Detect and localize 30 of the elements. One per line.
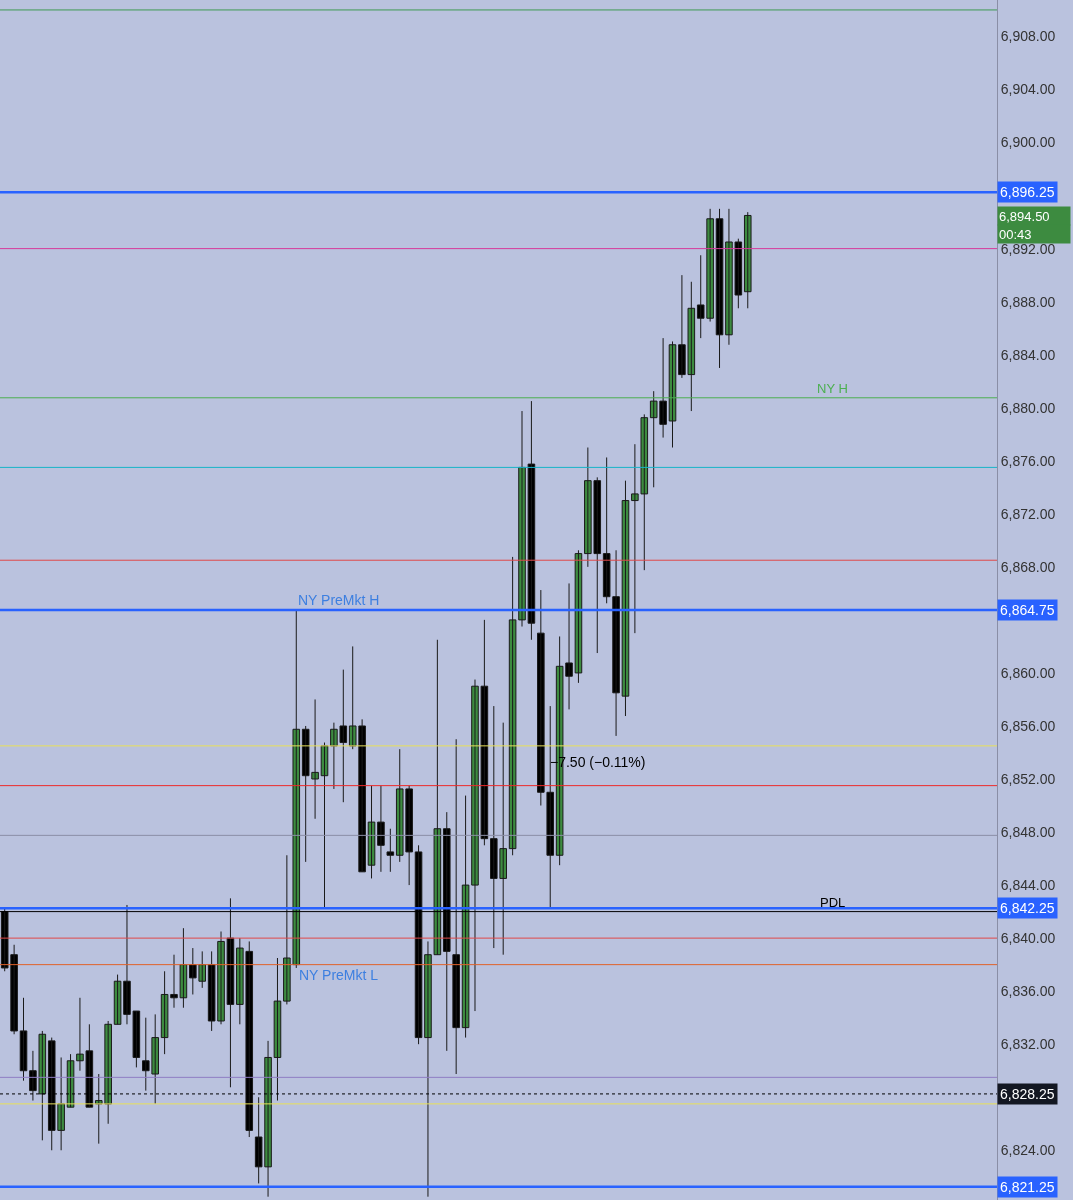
y-tick-label: 6,840.00 [1000,930,1056,947]
ref-line-label: PDL [820,895,846,910]
ref-line-label: 6,821.25 [1000,1179,1055,1195]
y-tick-label: 6,868.00 [1000,558,1056,575]
y-tick-label: 6,856.00 [1000,717,1056,734]
text: 6,894.50 [999,208,1050,224]
ref-line-label: 6,864.75 [1000,602,1055,618]
y-tick-label: 6,880.00 [1000,399,1056,416]
annotation: NY PreMkt H [298,592,380,608]
y-tick-label: 6,904.00 [1000,81,1056,98]
ref-line-label: 6,896.25 [1000,184,1055,200]
ref-line-label: 6,828.25 [1000,1086,1055,1102]
ref-line-label: NY H [817,381,848,396]
y-tick-label: 6,860.00 [1000,664,1056,681]
ref-line-label: 6,842.25 [1000,900,1055,916]
y-tick-label: 6,872.00 [1000,505,1056,522]
y-tick-label: 6,884.00 [1000,346,1056,363]
y-tick-label: 6,876.00 [1000,452,1056,469]
y-tick-label: 6,836.00 [1000,983,1056,1000]
annotation: NY PreMkt L [299,967,379,983]
y-tick-label: 6,824.00 [1000,1142,1056,1159]
text: 00:43 [999,226,1032,242]
y-tick-label: 6,888.00 [1000,293,1056,310]
y-tick-label: 6,832.00 [1000,1036,1056,1053]
y-tick-label: 6,848.00 [1000,823,1056,840]
y-tick-label: 6,908.00 [1000,28,1056,45]
y-tick-label: 6,892.00 [1000,240,1056,257]
y-tick-label: 6,852.00 [1000,770,1056,787]
y-tick-label: 6,844.00 [1000,876,1056,893]
y-tick-label: 6,900.00 [1000,134,1056,151]
